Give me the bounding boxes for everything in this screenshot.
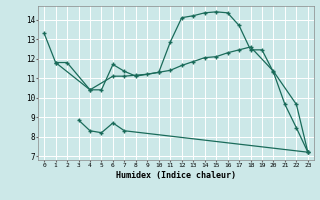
X-axis label: Humidex (Indice chaleur): Humidex (Indice chaleur) [116,171,236,180]
